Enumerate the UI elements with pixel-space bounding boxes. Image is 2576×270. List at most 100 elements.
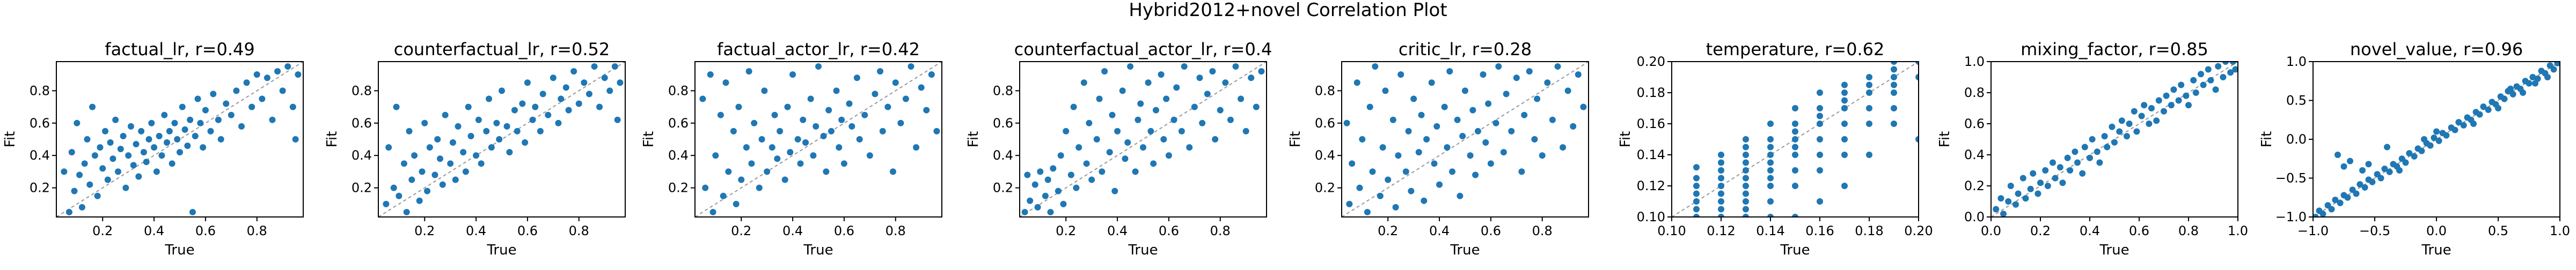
data-point [2124, 133, 2130, 140]
data-point [2215, 63, 2222, 70]
data-point [228, 111, 235, 118]
data-point [514, 128, 521, 134]
data-point [1817, 105, 1823, 111]
data-point [1356, 184, 1363, 191]
data-point [169, 160, 175, 167]
data-point [1549, 116, 1556, 123]
y-tick-label: 0.4 [1964, 147, 1985, 162]
data-point [200, 144, 207, 151]
data-point [1389, 116, 1396, 123]
data-point [522, 139, 529, 146]
data-point [1073, 184, 1080, 191]
data-point [1767, 198, 1774, 205]
data-point [462, 168, 469, 175]
data-point [1122, 155, 1129, 162]
data-point [840, 160, 847, 167]
data-point [2386, 168, 2393, 175]
data-point [1217, 107, 1224, 114]
x-axis-label: True [2421, 242, 2451, 258]
data-point [1165, 152, 1172, 159]
data-point [2377, 175, 2384, 182]
data-point [2126, 121, 2133, 127]
data-point [223, 100, 230, 107]
data-point [1718, 183, 1724, 189]
data-point [1544, 79, 1551, 86]
data-point [2168, 102, 2175, 109]
data-point [1042, 192, 1049, 199]
x-tick-label: 0.6 [1159, 223, 1179, 238]
data-point [2064, 154, 2071, 161]
data-point [787, 149, 794, 156]
y-tick-label: 0.2 [993, 181, 1013, 196]
data-point [2116, 128, 2123, 135]
data-point [807, 95, 814, 102]
x-tick-label: 0.2 [1378, 223, 1398, 238]
data-point [856, 136, 863, 142]
data-point [720, 192, 727, 199]
data-point [1767, 214, 1774, 217]
data-point [1718, 214, 1724, 217]
data-point [1037, 168, 1044, 175]
data-point [2332, 197, 2339, 204]
data-point [1841, 121, 1848, 127]
y-axis-label: Fit [2, 131, 18, 147]
data-point [1057, 152, 1064, 159]
data-point [738, 176, 745, 183]
data-point [1395, 152, 1402, 159]
data-point [1743, 190, 1749, 197]
data-point [1242, 128, 1249, 134]
data-point [94, 192, 101, 199]
data-point [1693, 206, 1700, 213]
data-point [2175, 97, 2182, 104]
data-point [586, 91, 592, 98]
data-point [2319, 211, 2326, 217]
data-point [385, 144, 392, 151]
data-point [1817, 152, 1823, 158]
subplot-title: mixing_factor, r=0.85 [2021, 39, 2208, 59]
data-point [725, 168, 732, 175]
data-points [1343, 63, 1587, 215]
data-point [1767, 152, 1774, 158]
data-point [1743, 214, 1749, 217]
data-point [902, 95, 909, 102]
data-point [1817, 167, 1823, 174]
data-point [1449, 168, 1456, 175]
data-point [86, 181, 93, 188]
data-point [2227, 69, 2234, 76]
data-point [1743, 198, 1749, 205]
data-point [1513, 74, 1520, 81]
data-point [161, 111, 168, 118]
subplot-title: factual_lr, r=0.49 [105, 39, 254, 59]
data-point [1106, 149, 1113, 156]
data-point [475, 116, 482, 123]
y-tick-label: 0.12 [1637, 178, 1665, 193]
subplot-title: counterfactual_actor_lr, r=0.4 [1014, 39, 1272, 59]
y-tick-label: 0.2 [1964, 178, 1985, 193]
data-point [1866, 152, 1872, 158]
identity-line [56, 61, 304, 218]
data-point [2220, 74, 2227, 80]
data-point [2411, 153, 2418, 160]
data-point [1433, 123, 1440, 130]
data-point [434, 136, 441, 142]
data-point [120, 132, 127, 139]
data-point [758, 136, 765, 142]
data-point [781, 176, 788, 183]
data-point [1369, 168, 1376, 175]
data-point [1570, 123, 1577, 130]
data-point [733, 200, 740, 207]
x-tick-label: 0.8 [1532, 223, 1553, 238]
data-point [570, 68, 577, 75]
x-tick-label: 0.8 [569, 223, 589, 238]
data-point [140, 149, 147, 156]
data-point [797, 160, 804, 167]
x-tick-label: 1.0 [2228, 223, 2248, 238]
data-point [735, 103, 742, 110]
data-point [889, 168, 896, 175]
data-point [1385, 176, 1392, 183]
x-axis-label: True [1450, 242, 1480, 258]
data-point [2418, 147, 2425, 154]
data-point [177, 149, 183, 156]
